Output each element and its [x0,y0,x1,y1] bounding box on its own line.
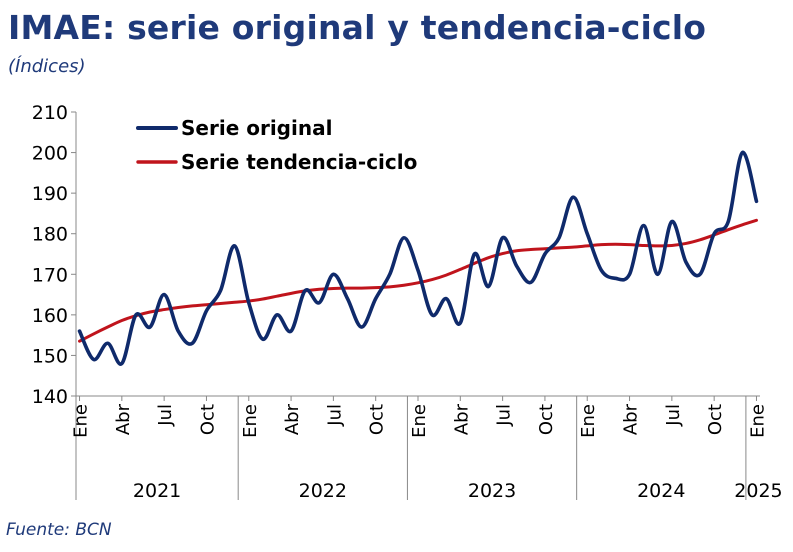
x-tick-label: Ene [71,404,92,438]
y-tick-label: 150 [32,345,68,367]
year-label: 2022 [299,480,347,502]
y-tick-label: 190 [32,183,68,205]
x-tick-label: Jul [324,404,345,427]
y-tick-label: 210 [32,102,68,124]
series-line-trend [78,218,758,343]
x-tick-label: Oct [705,404,726,435]
x-tick-label: Jul [494,404,515,427]
legend-label: Serie original [181,116,332,140]
source-note: Fuente: BCN [6,520,112,540]
y-tick-label: 170 [32,264,68,286]
x-tick-label: Ene [240,404,261,438]
x-tick-label: Abr [621,403,642,435]
y-tick-label: 140 [32,386,68,408]
x-tick-label: Jul [155,404,176,427]
y-tick-label: 160 [32,305,68,327]
chart-subtitle: (Índices) [8,56,86,77]
y-tick-label: 200 [32,143,68,165]
legend-label: Serie tendencia-ciclo [181,150,417,174]
x-tick-label: Oct [367,404,388,435]
series-line-original [77,150,759,366]
x-tick-label: Abr [113,403,134,435]
year-label: 2024 [637,480,685,502]
year-label: 2025 [734,480,782,502]
x-tick-label: Ene [747,404,768,438]
x-tick-label: Jul [663,404,684,427]
x-tick-label: Abr [282,403,303,435]
year-label: 2023 [468,480,516,502]
x-tick-label: Ene [409,404,430,438]
x-tick-label: Ene [578,404,599,438]
chart-title: IMAE: serie original y tendencia-ciclo [8,8,707,47]
year-label: 2021 [133,480,181,502]
y-tick-label: 180 [32,224,68,246]
x-tick-label: Abr [451,403,472,435]
x-tick-label: Oct [536,404,557,435]
x-tick-label: Oct [197,404,218,435]
